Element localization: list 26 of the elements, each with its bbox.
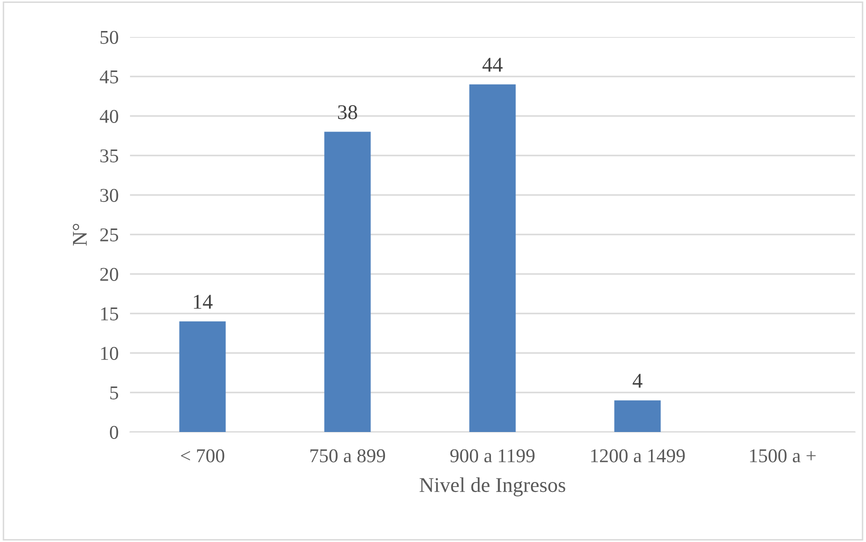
x-tick-label: < 700 <box>180 449 224 462</box>
x-tick-label: 1500 a + <box>750 449 816 462</box>
x-axis-title: Nivel de Ingresos <box>420 477 566 496</box>
y-tick-label: 5 <box>110 386 118 400</box>
y-tick-label: 35 <box>100 149 118 162</box>
y-tick-label: 20 <box>100 268 118 281</box>
y-tick-label: 50 <box>100 30 118 44</box>
data-label: 38 <box>338 105 358 120</box>
x-tick-label: 750 a 899 <box>310 449 386 462</box>
y-tick-label: 45 <box>100 70 118 84</box>
data-label: 4 <box>632 374 642 388</box>
x-tick-label: 1200 a 1499 <box>591 449 685 462</box>
bar <box>179 321 226 432</box>
y-tick-label: 15 <box>101 307 118 320</box>
data-label: 14 <box>194 294 213 309</box>
y-tick-label: 0 <box>110 426 118 439</box>
y-tick-label: 40 <box>100 110 118 123</box>
bar <box>324 132 371 432</box>
y-tick-label: 10 <box>101 346 118 360</box>
y-axis-title: N° <box>72 224 87 246</box>
bar <box>469 84 516 432</box>
x-tick-label: 900 a 1199 <box>450 449 535 462</box>
bar <box>614 400 661 432</box>
y-tick-label: 25 <box>100 228 118 242</box>
y-tick-label: 30 <box>100 188 118 202</box>
data-label: 44 <box>482 58 503 72</box>
